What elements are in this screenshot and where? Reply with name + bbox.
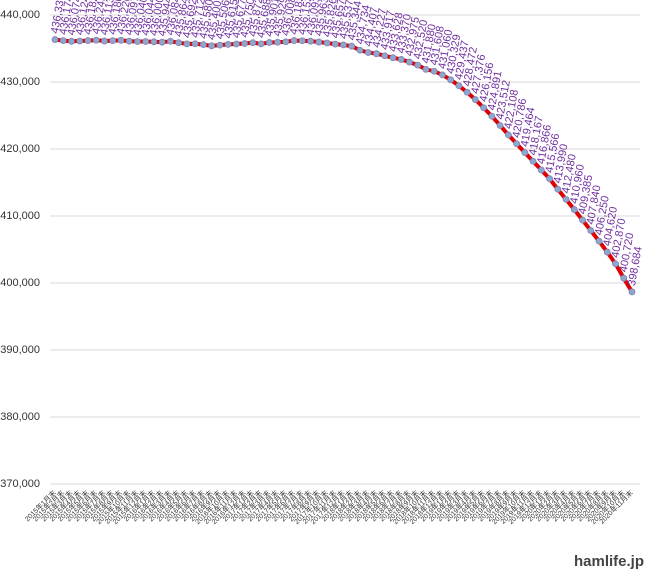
- point-marker: [199, 41, 207, 49]
- point-marker: [447, 76, 455, 84]
- point-marker: [587, 227, 595, 234]
- point-marker: [175, 39, 183, 47]
- y-tick-label: 370,000: [0, 478, 40, 490]
- point-marker: [51, 36, 59, 43]
- point-marker: [307, 37, 314, 45]
- point-marker: [290, 37, 298, 44]
- y-tick-label: 440,000: [0, 9, 40, 21]
- point-marker: [579, 216, 586, 224]
- point-marker: [373, 50, 380, 58]
- point-marker: [496, 122, 504, 129]
- point-marker: [183, 40, 191, 48]
- point-marker: [570, 206, 578, 213]
- point-marker: [348, 42, 356, 50]
- point-marker: [628, 288, 636, 296]
- y-tick-label: 410,000: [0, 210, 40, 222]
- point-marker: [241, 40, 248, 47]
- point-marker: [406, 58, 413, 66]
- point-marker: [158, 38, 166, 46]
- point-marker: [142, 38, 150, 45]
- point-marker: [84, 37, 92, 44]
- point-marker: [224, 40, 232, 48]
- point-marker: [389, 54, 397, 62]
- watermark: hamlife.jp: [574, 553, 644, 570]
- point-marker: [521, 149, 529, 156]
- point-marker: [513, 140, 520, 148]
- point-marker: [257, 40, 265, 48]
- point-marker: [471, 96, 479, 103]
- point-marker: [315, 38, 323, 46]
- point-marker: [331, 40, 339, 48]
- point-marker: [504, 131, 512, 139]
- point-marker: [298, 37, 306, 45]
- point-marker: [430, 67, 438, 75]
- y-tick-label: 420,000: [0, 143, 40, 155]
- point-marker: [439, 71, 446, 79]
- point-marker: [101, 37, 108, 45]
- point-marker: [546, 175, 553, 183]
- point-marker: [109, 37, 117, 44]
- point-marker: [595, 237, 603, 245]
- point-marker: [208, 42, 216, 50]
- point-marker: [603, 248, 611, 256]
- point-marker: [68, 37, 75, 45]
- point-marker: [529, 157, 537, 165]
- point-marker: [191, 40, 199, 48]
- point-marker: [274, 38, 281, 46]
- point-marker: [381, 52, 389, 60]
- point-marker: [117, 36, 125, 44]
- point-marker: [323, 39, 331, 47]
- point-marker: [422, 66, 430, 73]
- point-marker: [414, 61, 422, 69]
- y-tick-label: 400,000: [0, 277, 40, 289]
- point-marker: [620, 274, 628, 282]
- point-marker: [455, 82, 463, 90]
- point-marker: [265, 39, 273, 46]
- point-marker: [92, 36, 100, 44]
- point-marker: [232, 40, 240, 48]
- point-marker: [364, 49, 372, 56]
- point-marker: [249, 39, 257, 47]
- point-marker: [134, 38, 141, 45]
- y-tick-label: 430,000: [0, 76, 40, 88]
- y-tick-label: 390,000: [0, 344, 40, 356]
- point-marker: [397, 56, 405, 63]
- point-marker: [59, 37, 67, 45]
- point-marker: [537, 166, 545, 174]
- point-marker: [76, 37, 84, 45]
- point-marker: [150, 38, 158, 46]
- point-marker: [356, 46, 364, 54]
- point-marker: [340, 41, 347, 49]
- point-marker: [463, 88, 471, 96]
- point-marker: [216, 41, 224, 49]
- point-marker: [282, 38, 290, 46]
- y-tick-label: 380,000: [0, 411, 40, 423]
- point-marker: [562, 195, 570, 203]
- point-marker: [125, 37, 133, 45]
- point-marker: [480, 104, 488, 112]
- point-marker: [612, 260, 619, 268]
- point-marker: [166, 37, 174, 45]
- point-marker: [488, 112, 496, 120]
- point-marker: [554, 185, 562, 193]
